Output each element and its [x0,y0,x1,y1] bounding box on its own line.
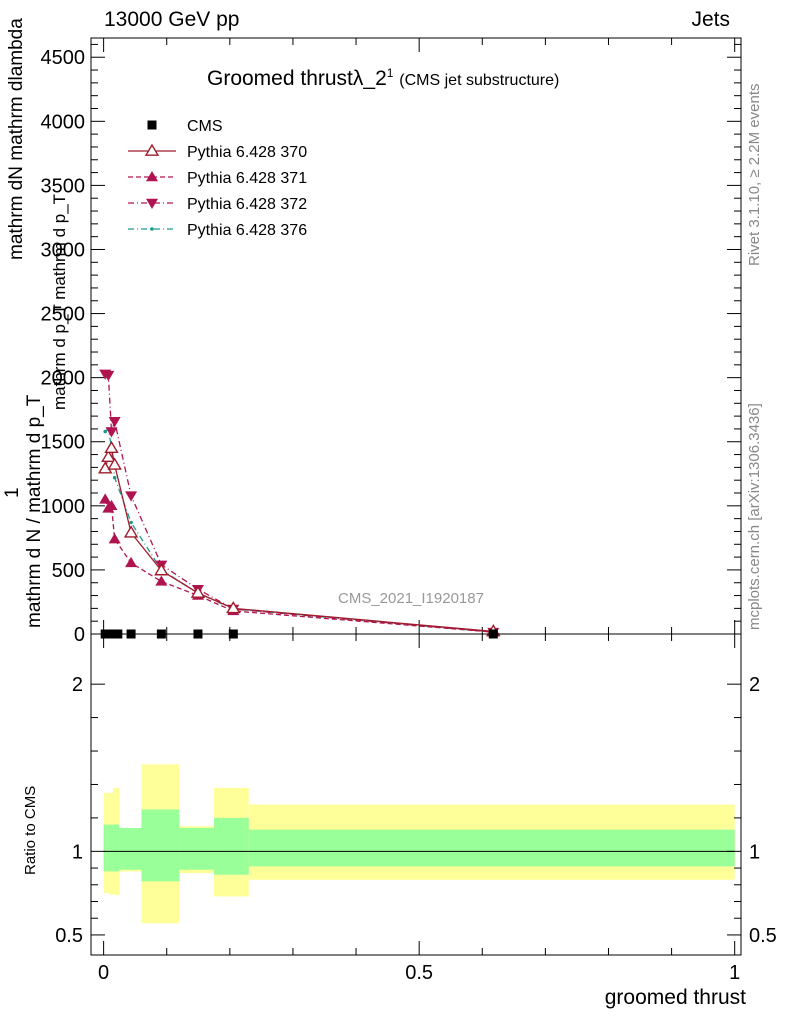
data-point [105,499,118,511]
ratio-band-inner [103,824,107,872]
ratio-band-inner [113,824,120,872]
legend-entry: Pythia 6.428 376 [128,222,307,239]
ratio-panel: 0.5 0.5 1 1 2 2 0 0.5 1 [55,633,777,984]
ratio-frame [90,633,742,956]
x-tick-label: 0.5 [405,962,433,984]
y-tick-label: 1000 [41,496,86,518]
ratio-y-tick-label: 1 [72,841,83,863]
data-point [147,120,157,130]
mcplots-label: mcplots.cern.ch [arXiv:1306.3436] [746,403,763,630]
data-point [101,449,116,463]
legend-label: Pythia 6.428 370 [187,144,307,161]
ratio-band-inner [109,824,114,872]
data-point [154,563,169,576]
y-axis-label-numerator: mathrm dN mathrm dlambda [6,18,28,260]
y-tick-label: 3000 [41,239,86,261]
legend-label: Pythia 6.428 371 [187,170,307,187]
chart-title-sup: 1 [386,66,394,80]
legend-label: CMS [187,118,223,135]
y-axis-label-one: 1 [2,487,23,498]
y-axis-label-frac-top: 1 [2,487,24,498]
y-tick-label: 0 [74,624,85,646]
data-point [129,520,133,525]
data-point [107,457,122,470]
data-point [108,533,121,544]
ratio-band-inner [141,809,180,882]
ratio-band-inner [214,817,249,875]
y-tick-label: 3500 [41,175,86,197]
ratio-y-tick-label: 0.5 [55,925,83,947]
legend-entry: Pythia 6.428 370 [128,143,307,161]
y-axis-label-overline: mathrm d p_T mathrm d p_T [50,194,70,410]
data-point [123,525,139,538]
x-tick-label: 0 [98,962,109,984]
legend: CMS Pythia 6.428 370 Pythia 6.428 371 Pythi… [128,118,307,239]
data-point [150,227,154,231]
chart-title: Groomed thrustλ_21 (CMS jet substructure… [207,66,559,91]
y-tick-label: 500 [52,560,85,582]
ratio-band-inner [106,824,110,872]
legend-label: Pythia 6.428 376 [187,222,307,239]
data-point [146,171,158,182]
header-right-label: Jets [691,8,730,31]
ratio-y-tick-label-right: 2 [749,674,760,696]
header-left-label: 13000 GeV pp [104,8,240,31]
data-point [108,417,121,428]
y-tick-label: 4000 [41,111,86,133]
x-tick-label: 1 [729,962,740,984]
data-point [226,600,241,614]
main-series-layer [97,369,501,639]
ratio-y-tick-label-right: 0.5 [749,925,777,947]
data-point [97,461,113,474]
legend-entry: CMS [147,118,223,135]
data-point [146,198,158,209]
ratio-y-tick-label-right: 1 [749,841,760,863]
watermark: CMS_2021_I1920187 [338,590,484,607]
ratio-y-tick-label: 2 [72,674,83,696]
y-axis-label-numerator-text: mathrm dN mathrm dlambda [6,18,27,260]
data-point [125,556,138,568]
ratio-bands [103,764,735,924]
data-point [144,143,160,156]
rivet-label: Rivet 3.1.10, ≥ 2.2M events [746,83,763,267]
ratio-y-label: Ratio to CMS [22,785,39,875]
y-axis-label-frac-bottom: mathrm d N / mathrm d p_T [24,394,45,628]
main-panel: 0 500 1000 1500 2000 2500 3000 3500 4000 4500 [41,37,742,646]
data-point [112,475,117,480]
data-point [155,575,168,586]
chart-title-sub: (CMS jet substructure) [399,72,560,89]
y-axis-label-denominator: mathrm d N / mathrm d p_T [24,395,46,628]
legend-entry: Pythia 6.428 372 [128,196,307,213]
legend-label: Pythia 6.428 372 [187,196,307,213]
legend-entry: Pythia 6.428 371 [128,170,307,187]
y-tick-label: 2500 [41,304,86,326]
data-point [103,429,107,434]
y-tick-label: 4500 [41,47,86,69]
data-point [99,493,112,504]
data-point [105,427,118,438]
ratio-band-inner [248,829,735,867]
y-tick-label: 2000 [41,368,86,390]
y-axis-label-overline-text: mathrm d p_T mathrm d p_T [50,193,69,410]
x-axis-label: groomed thrust [604,986,746,1009]
data-point [190,585,206,598]
data-point [104,440,119,454]
data-point [125,491,138,502]
ratio-band-inner [119,827,142,870]
ratio-band-inner [179,827,215,870]
chart-title-main: Groomed thrustλ_2 [207,67,387,90]
data-point [102,370,115,382]
y-tick-label: 1500 [41,432,86,454]
